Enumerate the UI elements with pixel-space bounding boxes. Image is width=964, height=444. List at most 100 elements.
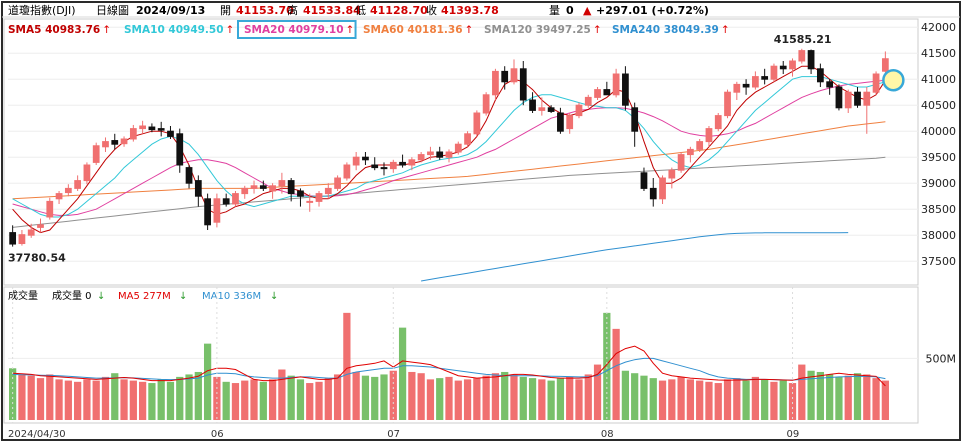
volume-bar — [64, 380, 72, 420]
candle-body — [18, 234, 26, 245]
volume-bar — [816, 371, 824, 420]
volume-bar — [361, 375, 370, 420]
candle-body — [37, 224, 44, 228]
close-value: 41393.78 — [441, 4, 499, 17]
volume-bar — [556, 378, 565, 420]
volume-bar — [27, 375, 35, 420]
volume-bar — [798, 364, 806, 420]
candle-body — [167, 130, 174, 137]
volume-bar — [259, 381, 267, 420]
candle-body — [761, 76, 769, 80]
candle-body — [380, 167, 388, 170]
candle-body — [881, 58, 889, 72]
volume-bar — [649, 378, 657, 420]
volume-bar — [779, 380, 787, 420]
price-tick-label: 42000 — [921, 21, 956, 34]
low-value: 41128.70 — [370, 4, 428, 17]
high-value: 41533.84 — [303, 4, 361, 17]
candle-body — [334, 177, 341, 189]
sma120-line — [12, 156, 886, 228]
candle-body — [74, 180, 82, 189]
candle-body — [603, 89, 611, 96]
volume-bar — [872, 378, 880, 420]
vol-ma5-line — [12, 345, 886, 387]
vol-ma10-label: MA10 336M — [202, 291, 261, 302]
date-tick-label: 2024/04/30 — [8, 429, 66, 440]
volume-bar — [231, 383, 240, 420]
candle-body — [213, 198, 221, 223]
candle-body — [148, 126, 156, 131]
volume-bar — [185, 374, 193, 420]
volume-bar — [761, 379, 769, 420]
down-arrow-icon: ↓ — [270, 291, 278, 302]
down-arrow-icon: ↓ — [179, 291, 187, 302]
volume-bar — [538, 379, 546, 420]
volume-bar — [222, 381, 230, 420]
volume-bar — [203, 343, 212, 420]
candle-body — [863, 91, 871, 106]
volume-bar — [389, 370, 397, 420]
candle-body — [696, 141, 704, 150]
candle-body — [519, 68, 527, 101]
highlight-circle — [882, 68, 905, 92]
volume-bar — [343, 312, 351, 420]
volume-bar — [287, 375, 295, 420]
volume-bar — [603, 312, 611, 420]
candle-body — [677, 154, 685, 171]
candle-body — [343, 164, 351, 179]
candle-body — [371, 164, 379, 169]
volume-bar — [36, 378, 45, 420]
candle-body — [157, 128, 165, 131]
ma-legend-item: SMA240 38049.39 — [612, 24, 719, 36]
volume-bar — [315, 381, 323, 420]
volume-bar — [46, 374, 54, 420]
volume-bar — [380, 374, 388, 420]
candle-body — [194, 180, 202, 197]
volume-bar — [408, 371, 416, 420]
candle-body — [631, 107, 639, 132]
candle-body — [436, 151, 444, 158]
candle-body — [204, 198, 211, 226]
volume-panel: 500M 成交量 成交量 0 ↓ MA5 277M ↓ MA10 336M ↓ — [3, 286, 956, 424]
volume-bar — [120, 379, 128, 420]
volume-bar — [398, 327, 407, 420]
volume-bar — [742, 380, 750, 420]
volume-title: 成交量 — [8, 289, 38, 302]
date-tick-label: 09 — [787, 429, 800, 440]
period-label: 日線圖 — [96, 3, 129, 17]
volume-bar — [426, 379, 435, 420]
volume-bar — [333, 374, 342, 420]
volume-legend: 成交量 成交量 0 ↓ MA5 277M ↓ MA10 336M ↓ — [8, 289, 278, 302]
candle-body — [445, 151, 453, 158]
legend-highlight-box — [237, 20, 357, 39]
candle-body — [83, 164, 91, 182]
volume-bar — [139, 381, 147, 420]
volume-bar — [658, 380, 667, 420]
candle-body — [427, 151, 434, 156]
vol-ma5-label: MA5 277M — [118, 291, 171, 302]
volume-bar — [417, 373, 425, 420]
candle-body — [714, 115, 722, 130]
candle-body — [139, 125, 146, 130]
candle-body — [752, 76, 759, 88]
sma60-line — [12, 121, 886, 200]
volume-bar — [593, 364, 602, 420]
volume-bar — [9, 368, 17, 420]
candle-body — [584, 96, 592, 106]
candle-body — [482, 94, 490, 114]
volume-bar — [306, 383, 314, 420]
price-tick-label: 40000 — [921, 125, 956, 138]
ma-legend-item: SMA60 40181.36 — [363, 24, 463, 36]
candle-body — [250, 185, 258, 189]
candle-body — [575, 104, 583, 117]
index-name: 道瓊指數(DJI) — [8, 3, 76, 17]
candle-body — [399, 161, 406, 166]
volume-bar — [454, 380, 462, 420]
volume-bar — [241, 380, 249, 420]
volume-bar — [296, 379, 305, 420]
open-value: 41153.70 — [236, 4, 294, 17]
candle-body — [9, 232, 17, 245]
candle-body — [102, 141, 109, 148]
candle-body — [798, 50, 806, 62]
